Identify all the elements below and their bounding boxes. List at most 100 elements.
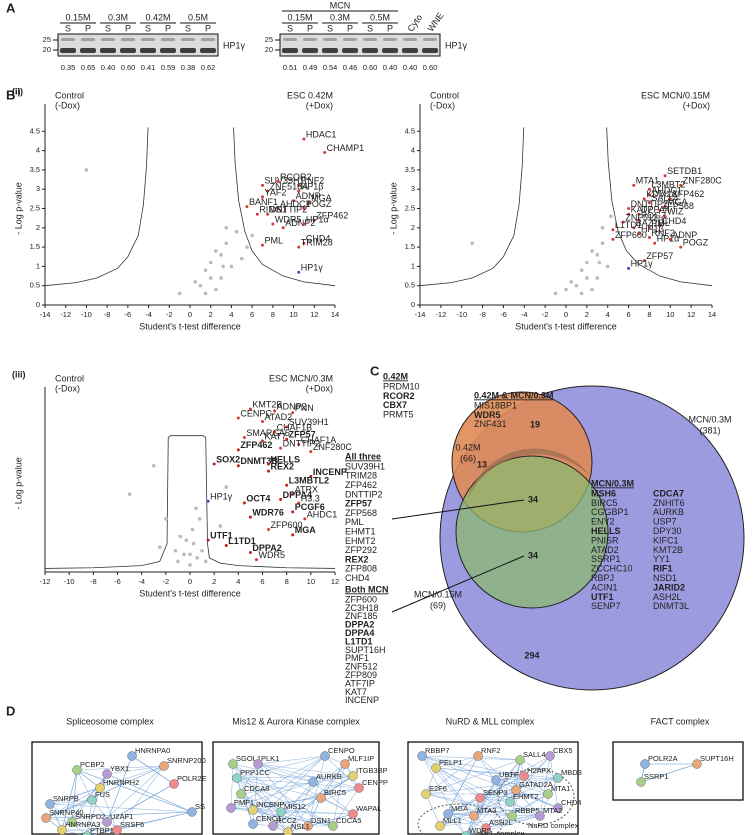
point	[127, 492, 132, 496]
list-item: EHMT2	[345, 536, 376, 546]
list-title: MCN/0.3M	[591, 478, 634, 488]
list-item: SUV39H1	[345, 461, 385, 471]
network-node	[276, 807, 286, 817]
network-edge	[49, 799, 93, 805]
quantification: 0.60	[423, 63, 438, 72]
network-node	[553, 773, 563, 783]
node-label: SSRP1	[644, 772, 669, 781]
point-label: HP1γ	[301, 263, 324, 273]
lane-label: P	[165, 23, 171, 33]
network-edge	[509, 801, 541, 817]
point	[176, 559, 180, 564]
point	[276, 207, 280, 210]
condition-label: ESC 0.42M	[287, 90, 333, 100]
list-item: ASH2L	[653, 592, 682, 602]
network-edge	[87, 765, 165, 835]
point	[245, 245, 249, 249]
list-item: INCENP	[345, 695, 379, 705]
band	[303, 38, 317, 41]
network-node	[320, 751, 330, 761]
x-tick-label: 8	[271, 310, 275, 319]
network-edge	[240, 793, 282, 813]
x-tick-label: -8	[90, 577, 97, 586]
network-edge	[468, 815, 541, 835]
x-tick-label: 0	[188, 310, 192, 319]
x-axis-label: Student's t-test difference	[139, 321, 241, 331]
list-item: KIFC1	[653, 535, 679, 545]
network-node	[421, 789, 431, 799]
network-edge	[236, 775, 354, 779]
x-tick-label: 8	[647, 310, 651, 319]
lane-label: P	[347, 23, 353, 33]
condition-label: Control	[430, 90, 459, 100]
x-tick-label: 10	[289, 310, 297, 319]
condition-label: Control	[55, 90, 84, 100]
point	[221, 264, 225, 269]
network-edge	[106, 765, 165, 775]
x-tick-label: -4	[145, 310, 152, 319]
network-node	[45, 799, 55, 809]
point	[597, 260, 602, 265]
band	[101, 38, 115, 41]
point	[637, 218, 641, 222]
node-label: CDCA5	[336, 816, 361, 825]
list-item: DPPA4	[345, 628, 374, 638]
list-item: ZFP292	[345, 545, 377, 555]
quantification: 0.65	[81, 63, 96, 72]
network-node	[268, 821, 278, 831]
network-edge	[252, 809, 309, 827]
point	[285, 425, 289, 429]
network-edge	[539, 755, 551, 817]
point	[647, 235, 651, 239]
x-tick-label: 14	[708, 310, 716, 319]
list-item: PRDM10	[383, 381, 420, 391]
network-node	[228, 759, 238, 769]
point	[637, 232, 641, 236]
network-node	[169, 779, 179, 789]
panel-label: C	[370, 363, 380, 378]
point	[273, 430, 277, 434]
network-edge	[485, 815, 541, 829]
network-edge	[236, 755, 326, 779]
point	[250, 233, 254, 238]
point	[297, 270, 301, 274]
network-node	[41, 813, 51, 823]
condition-label: ESC MCN/0.15M	[641, 90, 710, 100]
point	[595, 253, 600, 257]
network-node	[102, 817, 112, 827]
band	[403, 38, 417, 41]
node-label: PPP1CC	[240, 768, 271, 777]
node-label: SNRPD2	[75, 812, 105, 821]
point	[647, 187, 651, 191]
lane-label: P	[387, 23, 393, 33]
y-axis-label: - Log p-value	[13, 457, 23, 510]
node-label: WAPAL	[356, 804, 381, 813]
region-count: 294	[524, 650, 539, 660]
point	[658, 224, 662, 228]
point	[203, 268, 208, 273]
network-edge	[236, 777, 282, 813]
group-label: 0.5M	[188, 12, 208, 22]
node-label: CENPO	[328, 746, 355, 755]
network-node	[545, 751, 555, 761]
network-edge	[280, 811, 354, 815]
band	[121, 38, 135, 41]
node-label: HNRNPA3	[65, 820, 100, 829]
point	[219, 253, 223, 257]
group-label: 0.42M	[145, 12, 170, 22]
point	[261, 420, 264, 424]
network-edge	[257, 755, 326, 765]
network-edge	[99, 787, 118, 831]
point	[585, 260, 589, 265]
network-edge	[515, 789, 559, 809]
network-node	[481, 823, 491, 833]
list-item: KMT2B	[653, 545, 683, 555]
node-label: AURKB	[316, 772, 342, 781]
point	[279, 497, 283, 501]
network-node	[102, 769, 112, 779]
condition-label: Control	[55, 373, 84, 383]
point-label: ADNP	[672, 230, 697, 240]
point	[647, 226, 651, 230]
point	[191, 541, 196, 546]
node-label: SNRPB	[53, 794, 79, 803]
